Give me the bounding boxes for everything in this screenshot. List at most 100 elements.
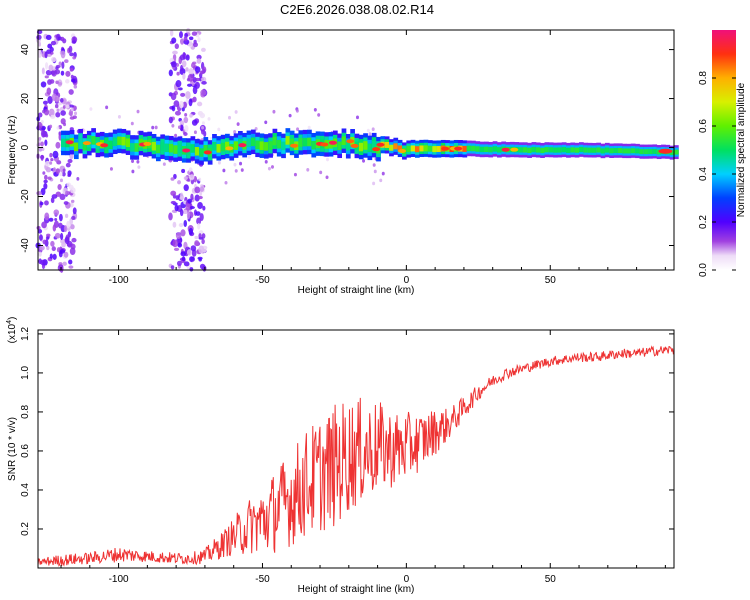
spectrogram-speckle [72, 207, 77, 215]
spectrogram-speckle [45, 133, 49, 138]
spectrogram-speckle [71, 40, 77, 44]
spectrogram-speckle [190, 245, 197, 252]
spectrogram-speckle [58, 61, 62, 66]
spectrogram-speckle [40, 259, 47, 266]
spectrogram-speckle [40, 119, 44, 124]
spectrogram-speckle [170, 92, 177, 101]
spectrogram-speckle [58, 222, 63, 229]
spectrogram-speckle [52, 224, 57, 232]
spectrogram-speckle [44, 160, 51, 167]
spectrogram-speckle [48, 64, 54, 72]
spectrogram-speckle [66, 220, 70, 229]
spectrogram-cell [134, 143, 140, 152]
spectrogram-frame [37, 29, 675, 271]
spectrogram-cell [570, 147, 576, 153]
spectrogram-speckle [171, 37, 177, 44]
spectrogram-speckle [178, 223, 184, 228]
spectrogram-speckle [65, 79, 70, 84]
spectrogram-speckle [233, 162, 237, 167]
spectrogram-cell [410, 145, 416, 152]
spectrogram-speckle [59, 193, 66, 201]
spectrogram-speckle [44, 75, 49, 79]
spectrogram-cell [384, 141, 390, 148]
snr-x-tick-label: 50 [545, 574, 557, 585]
spectrogram-cell [255, 140, 260, 150]
spectrogram-speckle [196, 54, 202, 60]
spectrogram-cell [73, 142, 79, 152]
spectrogram-speckle [54, 69, 61, 75]
spectrogram-speckle [68, 45, 73, 53]
snr-panel: -100 -50 0 50 0.2 0.4 0.6 0.8 1.0 1.2 Height of s… [6, 317, 675, 595]
spectrogram-cell [363, 141, 368, 150]
spectrogram-speckle [176, 71, 180, 76]
spectrogram-speckle [61, 61, 65, 69]
spectrogram-speckle [200, 128, 205, 135]
colorbar-ticks: 0.0 0.2 0.4 0.6 0.8 [698, 71, 736, 277]
spectrogram-speckle [183, 36, 188, 42]
spectrogram-speckle [234, 110, 238, 114]
spectrogram-cell [553, 147, 558, 153]
spectrogram-speckle [181, 107, 185, 112]
spectrogram-speckle [183, 116, 189, 124]
spectrogram-speckle [170, 190, 177, 196]
spectrogram-speckle [46, 245, 50, 251]
spectrogram-cell [125, 138, 131, 148]
spectrogram-speckle [60, 36, 65, 42]
spectrogram-speckle [183, 261, 190, 267]
spectrogram-speckle [36, 191, 42, 196]
spectrogram-speckle [49, 79, 55, 84]
spectrogram-speckle [56, 247, 61, 253]
spectrogram-speckle [54, 232, 61, 239]
spectrogram-cell [406, 146, 412, 153]
spectrogram-speckle [181, 256, 186, 262]
spectrogram-speckle [191, 119, 198, 126]
spectrogram-speckle [194, 240, 200, 246]
spectrogram-speckle [38, 137, 42, 141]
spectrogram-cell [250, 137, 256, 147]
spectrogram-speckle [137, 165, 141, 169]
spectrogram-speckle [68, 265, 74, 269]
spectrogram-speckle [43, 108, 50, 116]
spectrogram-speckle [65, 162, 71, 168]
spectrogram-speckle [60, 70, 65, 76]
spectrogram-cell [78, 136, 84, 146]
spectrogram-speckle [62, 105, 66, 109]
spectrogram-speckle [59, 265, 64, 273]
spectrogram-speckle [42, 171, 46, 175]
spectrogram-speckle [55, 66, 59, 70]
spectrogram-speckle [188, 36, 194, 41]
colorbar-tick-label: 0.8 [698, 71, 709, 85]
spectrogram-cell [635, 148, 640, 154]
spectrogram-speckle [136, 109, 140, 114]
spectrogram-speckle [58, 133, 62, 141]
spectrogram-speckle [199, 213, 204, 221]
spectrogram-cell [160, 142, 166, 151]
spectrogram-speckle [41, 67, 45, 75]
spectrogram-speckle [236, 122, 240, 126]
spectrogram-cell [626, 148, 632, 154]
spectrogram-speckle [183, 209, 188, 214]
spectrogram-cell [246, 138, 252, 148]
snr-x-tick-label: -100 [109, 574, 129, 585]
spectrogram-speckle [53, 209, 60, 216]
spectrogram-speckle [50, 240, 55, 247]
spectrogram-cell [345, 141, 351, 151]
snr-y-tick-label: 0.6 [20, 444, 31, 458]
spectrogram-cell [91, 136, 96, 145]
spectrogram-cell [225, 141, 230, 151]
spectrogram-cell [527, 147, 532, 154]
colorbar-tick-label: 0.2 [698, 215, 709, 229]
spectrogram-speckle [55, 111, 61, 118]
spectrogram-speckle [368, 132, 372, 136]
spectrogram-cell [177, 144, 183, 153]
spectrogram-cell [613, 148, 619, 154]
spectrogram-speckle [136, 159, 140, 164]
spectrogram-speckle [200, 89, 207, 96]
spectrogram-speckle [183, 184, 189, 192]
spectrogram-cell [648, 149, 653, 155]
spectrogram-speckle [185, 54, 190, 61]
spectrogram-speckle [63, 122, 67, 127]
spectrogram-speckle [36, 226, 41, 230]
spectrogram-speckle [60, 232, 64, 241]
